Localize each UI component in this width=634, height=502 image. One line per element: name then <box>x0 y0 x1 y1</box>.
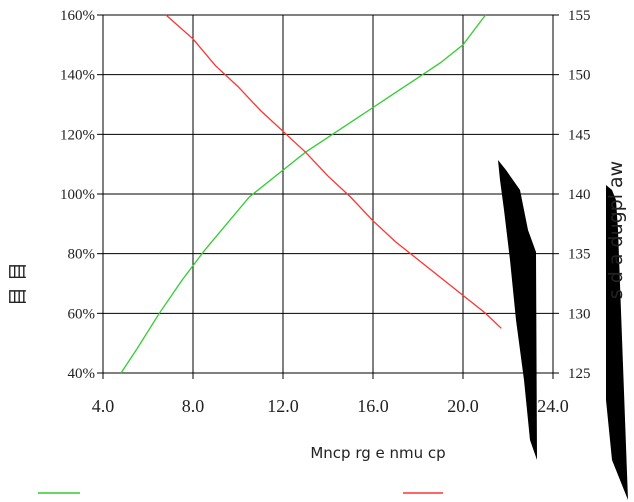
artifact-shape-2 <box>606 185 628 500</box>
y-right-tick-label: 145 <box>568 127 591 143</box>
x-tick-label: 8.0 <box>182 396 205 416</box>
x-axis-label: Mncp rg e nmu cp <box>310 444 445 462</box>
right-axis-artifact <box>498 160 628 500</box>
y-axis-left-label: 目 目 <box>7 262 29 306</box>
x-tick-label: 24.0 <box>537 396 569 416</box>
y-left-tick-label: 80% <box>68 247 96 263</box>
y-left-tick-label: 40% <box>68 366 96 382</box>
tick-labels: 40% 60% 80% 100% 120% 140% 160% 125 130 135 140 145… <box>60 8 591 416</box>
y-right-tick-label: 130 <box>568 306 591 322</box>
y-left-tick-label: 120% <box>60 127 95 143</box>
y-right-tick-label: 125 <box>568 366 591 382</box>
y-axis-right-label: s d a dugpl aw <box>605 161 627 299</box>
y-right-tick-label: 135 <box>568 247 591 263</box>
y-right-tick-label: 155 <box>568 8 591 24</box>
y-right-tick-label: 140 <box>568 187 591 203</box>
x-tick-label: 12.0 <box>267 396 299 416</box>
artifact-shape-1 <box>498 160 537 460</box>
y-right-tick-label: 150 <box>568 68 591 84</box>
y-left-tick-label: 100% <box>60 187 95 203</box>
series-group <box>120 14 502 374</box>
y-left-tick-label: 160% <box>60 8 95 24</box>
x-tick-label: 20.0 <box>447 396 479 416</box>
y-left-tick-label: 140% <box>60 68 95 84</box>
x-tick-label: 16.0 <box>357 396 389 416</box>
y-left-tick-label: 60% <box>68 306 96 322</box>
x-tick-label: 4.0 <box>92 396 115 416</box>
series-line-1 <box>165 14 502 329</box>
grid <box>97 14 559 379</box>
